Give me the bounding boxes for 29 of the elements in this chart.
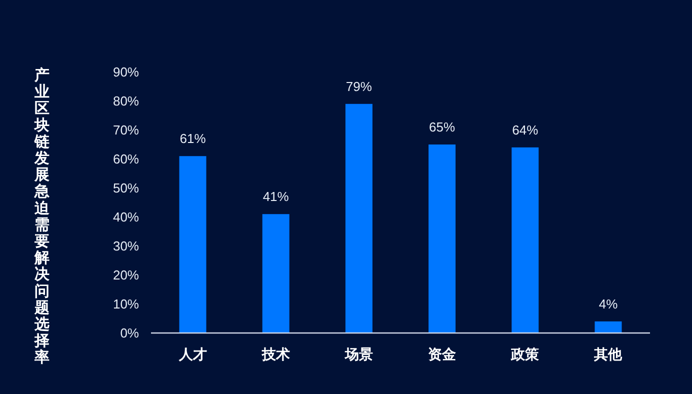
- data-label: 64%: [512, 122, 539, 138]
- data-label: 41%: [262, 189, 290, 204]
- data-label: 65%: [429, 120, 456, 134]
- y-tick-label: 20%: [112, 268, 140, 283]
- y-tick-label: 70%: [112, 122, 140, 138]
- y-tick-label: 40%: [112, 210, 140, 225]
- y-tick-label: 30%: [112, 238, 140, 254]
- bar: [179, 156, 206, 333]
- x-tick-label: 资金: [428, 346, 458, 362]
- y-tick-label: 50%: [112, 180, 140, 196]
- x-tick-label: 场景: [344, 346, 373, 362]
- data-label: 79%: [346, 78, 372, 94]
- bar: [594, 321, 622, 333]
- y-tick-label: 90%: [112, 64, 140, 80]
- bar: [262, 214, 290, 333]
- x-tick-label: 政策: [510, 346, 540, 362]
- x-tick-label: 人才: [178, 346, 207, 362]
- y-tick-label: 10%: [112, 296, 140, 312]
- bar: [512, 147, 539, 333]
- x-tick-label: 技术: [260, 346, 290, 362]
- data-label: 4%: [598, 296, 618, 312]
- data-label: 61%: [180, 131, 206, 146]
- bar: [428, 144, 456, 333]
- y-tick-label: 60%: [112, 152, 140, 167]
- y-tick-label: 80%: [112, 94, 140, 109]
- bar: [345, 104, 372, 333]
- x-tick-label: 其他: [593, 346, 624, 362]
- text: 产业区块链发展急迫需要解决问题选择率: [34, 67, 50, 366]
- y-tick-label: 0%: [120, 326, 140, 341]
